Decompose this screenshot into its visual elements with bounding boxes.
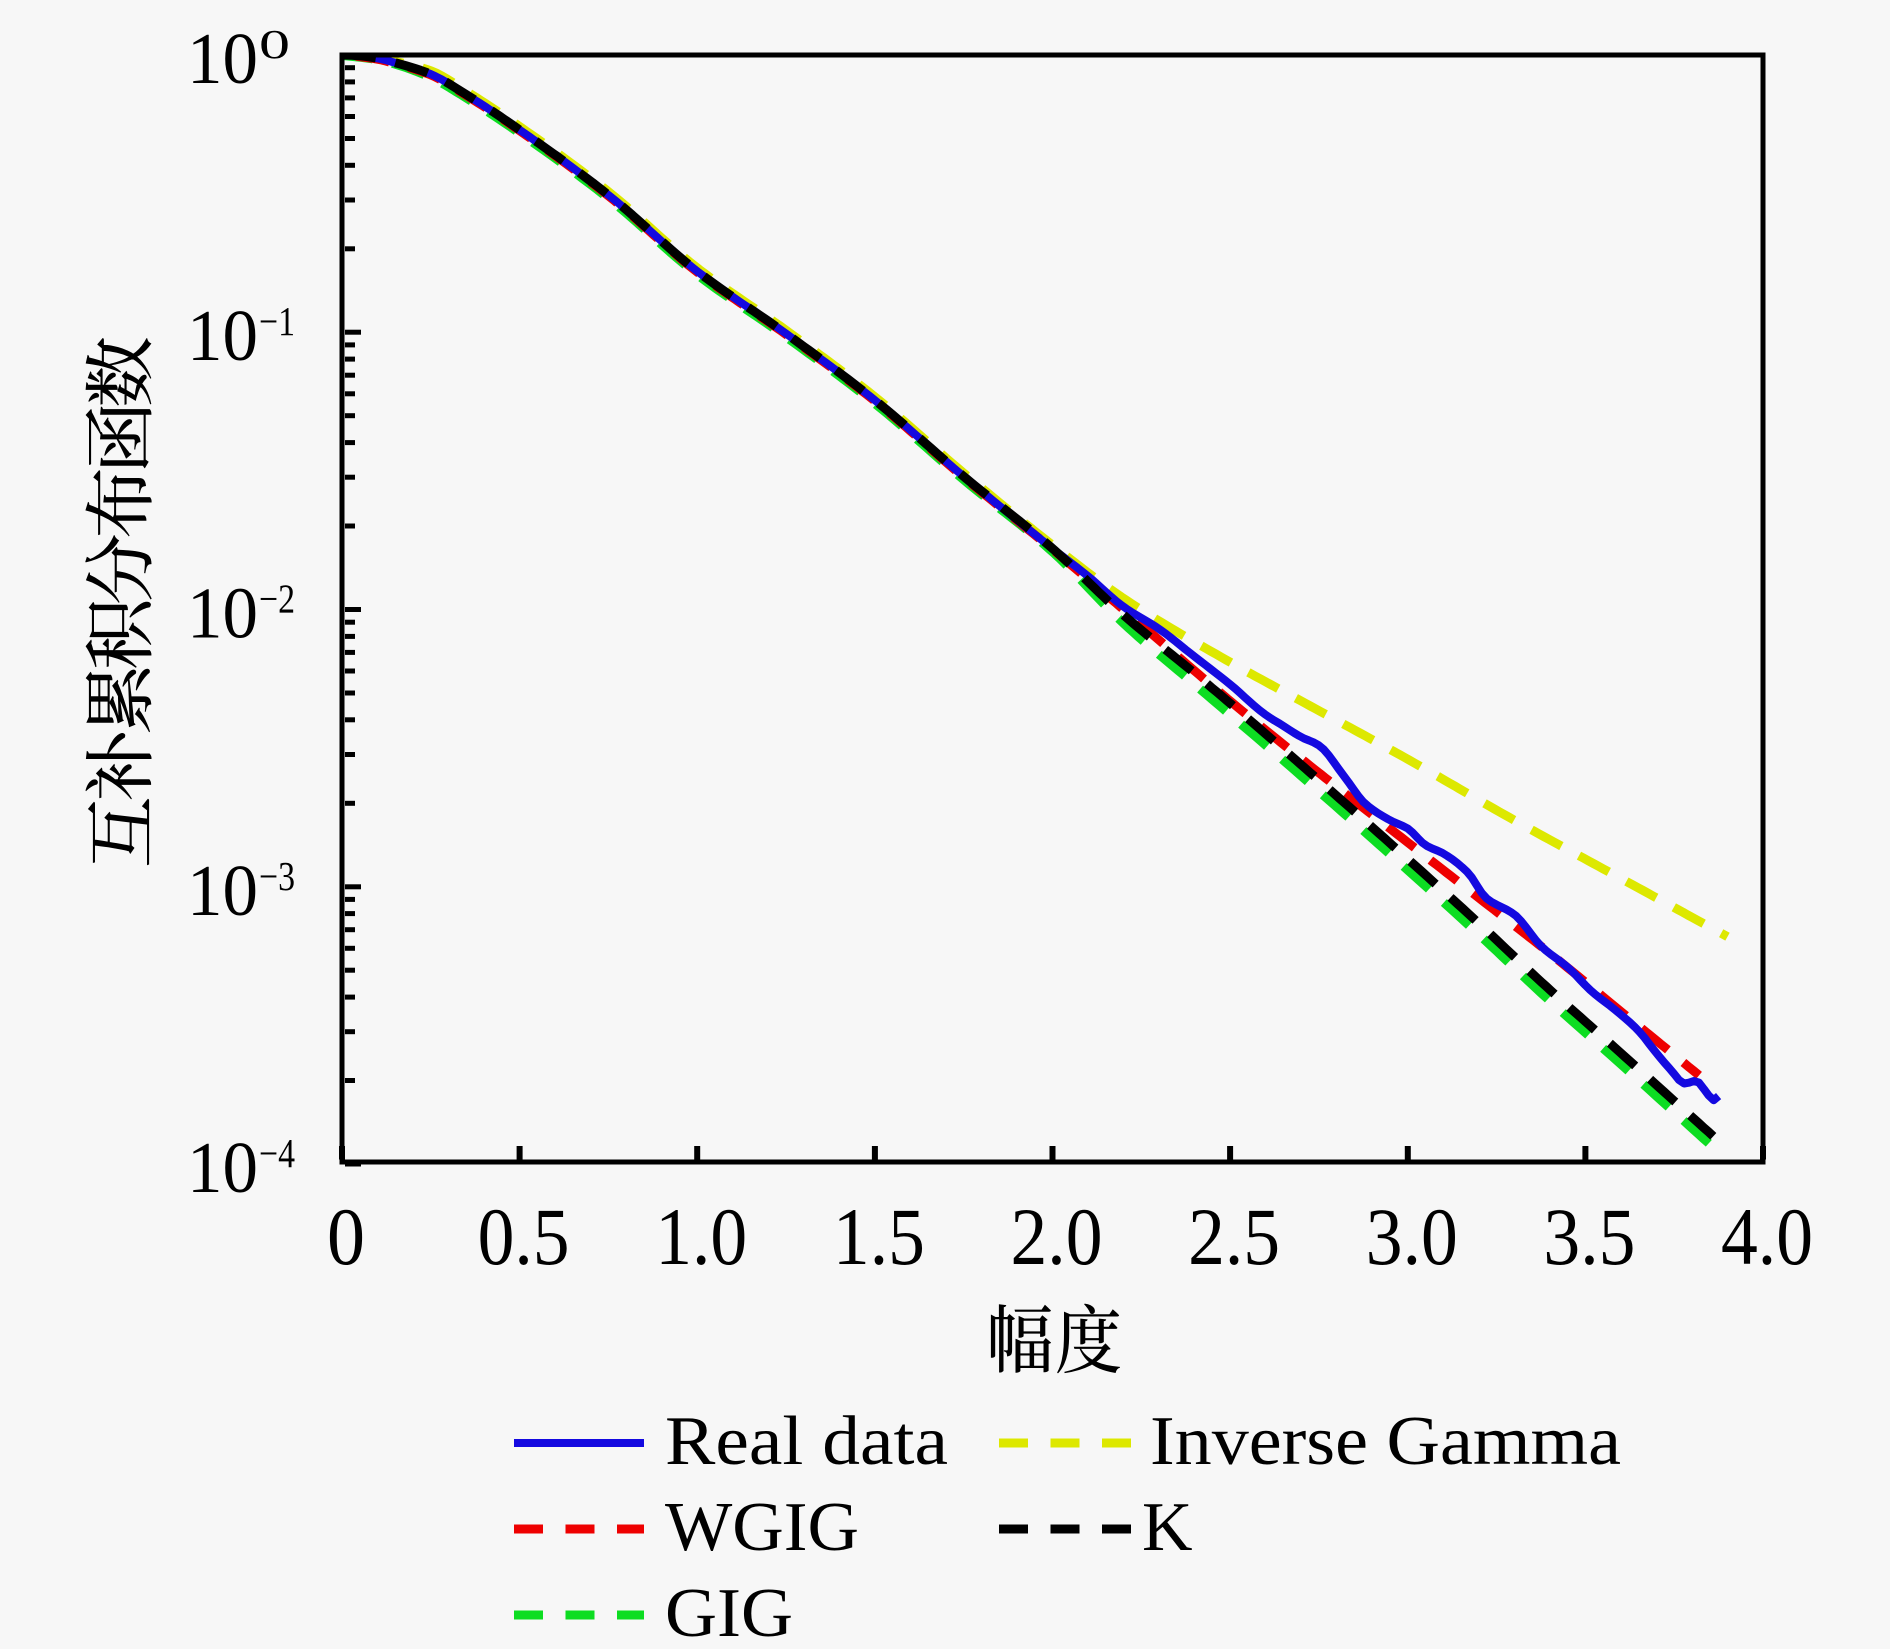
svg-text:−2: −2 bbox=[259, 576, 295, 622]
svg-text:10: 10 bbox=[187, 1127, 258, 1208]
svg-text:4.0: 4.0 bbox=[1721, 1191, 1813, 1282]
svg-text:0: 0 bbox=[327, 1191, 365, 1282]
svg-text:−3: −3 bbox=[259, 853, 295, 899]
svg-text:3.5: 3.5 bbox=[1543, 1191, 1635, 1282]
svg-text:0.5: 0.5 bbox=[478, 1191, 570, 1282]
svg-text:10: 10 bbox=[187, 573, 258, 654]
svg-text:2.0: 2.0 bbox=[1011, 1191, 1103, 1282]
svg-text:Inverse Gamma: Inverse Gamma bbox=[1150, 1403, 1621, 1480]
svg-text:K: K bbox=[1142, 1489, 1193, 1566]
svg-text:0: 0 bbox=[259, 21, 290, 67]
svg-text:10: 10 bbox=[187, 18, 258, 99]
svg-text:1.5: 1.5 bbox=[833, 1191, 925, 1282]
svg-text:Real data: Real data bbox=[665, 1403, 948, 1480]
svg-text:1.0: 1.0 bbox=[655, 1191, 747, 1282]
svg-text:−1: −1 bbox=[259, 298, 295, 344]
svg-text:WGIG: WGIG bbox=[665, 1489, 859, 1566]
svg-text:3.0: 3.0 bbox=[1366, 1191, 1458, 1282]
svg-text:10: 10 bbox=[187, 295, 258, 376]
svg-text:−4: −4 bbox=[259, 1130, 295, 1176]
svg-text:GIG: GIG bbox=[665, 1575, 793, 1649]
svg-text:10: 10 bbox=[187, 850, 258, 931]
svg-text:2.5: 2.5 bbox=[1188, 1191, 1280, 1282]
